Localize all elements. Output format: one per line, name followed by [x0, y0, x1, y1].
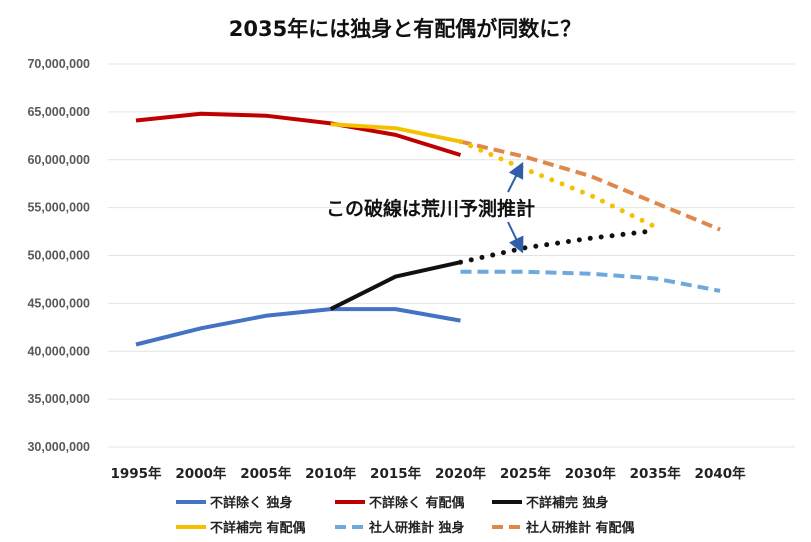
legend-label: 社人研推計 独身	[368, 520, 465, 536]
x-tick-label: 2005年	[240, 465, 292, 482]
y-tick-label: 70,000,000	[27, 57, 90, 71]
series-line	[458, 228, 658, 265]
series-lines	[135, 111, 721, 347]
x-tick-label: 2025年	[500, 465, 552, 482]
y-tick-label: 60,000,000	[27, 153, 90, 167]
series-line	[329, 260, 461, 311]
y-tick-label: 50,000,000	[27, 249, 90, 263]
x-tick-label: 2035年	[630, 465, 682, 482]
x-tick-label: 2020年	[435, 465, 487, 482]
annotation-arrow	[507, 161, 524, 193]
annotation-text: この破線は荒川予測推計	[326, 197, 535, 220]
x-tick-label: 2010年	[305, 465, 357, 482]
legend-label: 不詳除く 有配偶	[369, 495, 465, 511]
series-line	[458, 139, 658, 230]
series-line	[135, 307, 461, 347]
x-axis-tick-labels: 1995年 2000年 2005年 2010年 2015年 2020年 2025年 2030年…	[110, 465, 746, 482]
y-tick-label: 45,000,000	[27, 296, 90, 310]
legend-label: 社人研推計 有配偶	[525, 520, 635, 536]
grid	[108, 63, 795, 448]
y-tick-label: 35,000,000	[27, 392, 90, 406]
x-tick-label: 2000年	[175, 465, 227, 482]
series-line	[460, 139, 721, 232]
y-axis-tick-labels: 30,000,000 35,000,000 40,000,000 45,000,000…	[27, 57, 90, 454]
annotation: この破線は荒川予測推計	[326, 161, 535, 254]
y-tick-label: 30,000,000	[27, 440, 90, 454]
annotation-arrow	[507, 221, 524, 254]
y-tick-label: 55,000,000	[27, 201, 90, 215]
chart-title: 2035年には独身と有配偶が同数に？	[229, 17, 581, 41]
series-line	[330, 122, 461, 144]
y-tick-label: 40,000,000	[27, 344, 90, 358]
x-tick-label: 1995年	[110, 465, 162, 482]
x-tick-label: 2015年	[370, 465, 422, 482]
series-line	[135, 111, 462, 157]
series-line	[460, 269, 721, 293]
y-tick-label: 65,000,000	[27, 105, 90, 119]
legend-label: 不詳補完 有配偶	[210, 520, 306, 536]
legend-label: 不詳除く 独身	[210, 495, 293, 511]
legend-label: 不詳補完 独身	[526, 495, 609, 511]
x-tick-label: 2040年	[695, 465, 747, 482]
x-tick-label: 2030年	[565, 465, 617, 482]
